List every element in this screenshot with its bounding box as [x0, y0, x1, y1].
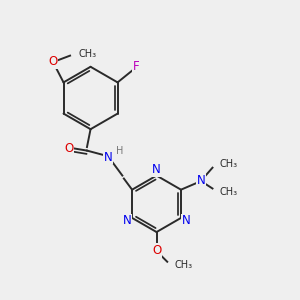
Text: CH₃: CH₃ — [174, 260, 193, 270]
Text: F: F — [133, 60, 139, 74]
Text: N: N — [104, 151, 113, 164]
Text: N: N — [197, 174, 206, 187]
Text: O: O — [49, 55, 58, 68]
Text: N: N — [182, 214, 190, 227]
Text: N: N — [152, 163, 161, 176]
Text: H: H — [116, 146, 123, 156]
Text: N: N — [123, 214, 131, 227]
Text: O: O — [64, 142, 74, 155]
Text: CH₃: CH₃ — [220, 159, 238, 169]
Text: CH₃: CH₃ — [220, 188, 238, 197]
Text: CH₃: CH₃ — [78, 49, 96, 59]
Text: O: O — [152, 244, 161, 257]
